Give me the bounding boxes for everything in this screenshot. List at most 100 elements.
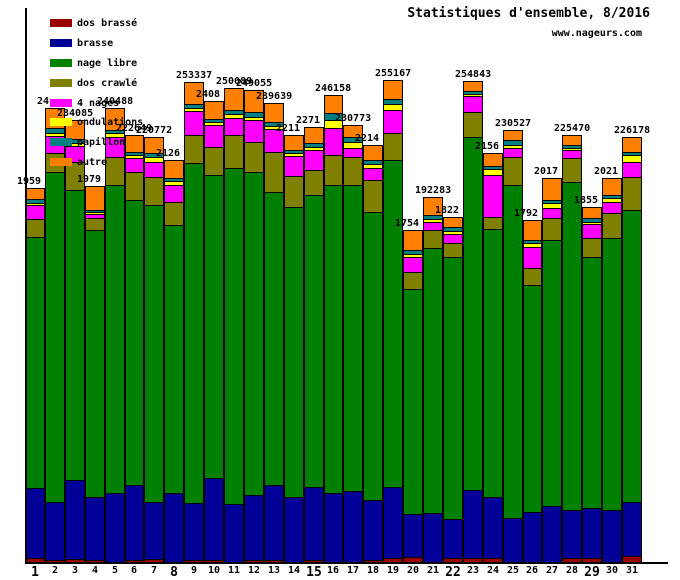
bar-day-12 [244,90,264,562]
segment-nage-libre-day-22 [444,257,462,519]
segment-4-nages-day-17 [344,148,362,157]
segment-dos-crawle-day-28 [563,158,581,182]
segment-ondulations-day-14 [285,153,303,156]
segment-dos-crawle-day-24 [484,217,502,229]
segment-brasse-day-8 [165,493,183,562]
bar-total-label-day-26: 1792 [514,208,539,219]
segment-dos-brasse-day-24 [484,558,502,562]
segment-autre-day-18 [364,145,382,160]
segment-autre-day-23 [464,81,482,91]
bar-day-20 [403,230,423,562]
segment-dos-crawle-day-31 [623,177,641,210]
segment-brasse-day-25 [504,518,522,562]
segment-brasse-day-18 [364,500,382,560]
segment-brasse-day-26 [524,512,541,562]
bar-day-27 [542,178,562,562]
segment-4-nages-day-26 [524,247,541,268]
x-tick-day-4: 4 [91,565,99,576]
segment-4-nages-day-8 [165,185,183,202]
x-tick-day-6: 6 [130,565,138,576]
segment-dos-crawle-day-17 [344,157,362,185]
x-tick-day-21: 21 [426,565,440,576]
segment-4-nages-day-16 [325,128,342,155]
segment-dos-crawle-day-29 [583,238,601,257]
bar-day-24 [483,153,503,562]
segment-nage-libre-day-9 [185,163,203,503]
bar-day-15 [304,127,324,562]
segment-4-nages-day-4 [86,214,104,218]
bar-day-4 [85,186,105,562]
segment-autre-day-30 [603,178,621,195]
bar-day-17 [343,125,363,562]
bar-total-label-day-24: 2156 [475,141,500,152]
x-tick-day-15: 15 [306,565,322,580]
segment-ondulations-day-24 [484,169,502,175]
segment-dos-crawle-day-5 [106,157,124,185]
segment-dos-crawle-day-23 [464,112,482,137]
bar-total-label-day-21: 192283 [415,185,452,196]
segment-autre-day-19 [384,80,402,99]
segment-dos-brasse-day-4 [86,560,104,562]
legend-label-4-nages: 4 nages [77,98,120,109]
segment-nage-libre-day-6 [126,200,143,485]
bar-day-10 [204,101,224,562]
x-tick-day-12: 12 [247,565,261,576]
segment-4-nages-day-7 [145,162,163,177]
segment-4-nages-day-11 [225,118,243,135]
legend-label-brasse: brasse [77,38,114,49]
x-tick-day-16: 16 [326,565,340,576]
bar-day-2 [45,108,65,562]
segment-nage-libre-day-29 [583,257,601,508]
segment-ondulations-day-26 [524,243,541,247]
segment-ondulations-day-31 [623,155,641,162]
legend-label-papillon: papillon [77,137,126,148]
segment-nage-libre-day-10 [205,175,223,478]
segment-ondulations-day-10 [205,122,223,125]
segment-autre-day-4 [86,186,104,210]
segment-4-nages-day-12 [245,120,263,142]
bar-total-label-day-4: 1979 [77,174,102,185]
segment-brasse-day-7 [145,502,163,559]
segment-nage-libre-day-27 [543,240,561,506]
segment-4-nages-day-30 [603,202,621,213]
bar-total-label-day-30: 2021 [594,166,619,177]
segment-4-nages-day-20 [404,257,422,272]
segment-autre-day-31 [623,137,641,152]
segment-brasse-day-16 [325,493,342,562]
segment-papillon-day-30 [603,195,621,198]
y-axis-line [25,8,27,564]
segment-ondulations-day-8 [165,181,183,185]
x-tick-day-17: 17 [346,565,360,576]
segment-autre-day-29 [583,207,601,218]
segment-dos-crawle-day-22 [444,243,462,257]
bar-day-25 [503,130,523,562]
segment-dos-brasse-day-18 [364,560,382,562]
segment-4-nages-day-23 [464,96,482,112]
legend-swatch-4-nages [50,99,72,107]
segment-papillon-day-25 [504,140,522,145]
segment-ondulations-day-16 [325,120,342,128]
bar-total-label-day-10: 2408 [196,89,221,100]
segment-papillon-day-22 [444,227,462,231]
bar-total-label-day-8: 2126 [156,148,181,159]
bar-total-label-day-19: 255167 [375,68,412,79]
segment-dos-crawle-day-13 [265,152,283,192]
segment-ondulations-day-23 [464,94,482,96]
x-tick-day-25: 25 [506,565,520,576]
segment-papillon-day-7 [145,153,163,157]
segment-4-nages-day-5 [106,137,124,157]
segment-ondulations-day-28 [563,148,581,150]
segment-4-nages-day-13 [265,129,283,152]
bar-total-label-day-13: 239639 [256,91,293,102]
segment-ondulations-day-30 [603,198,621,202]
segment-papillon-day-24 [484,166,502,169]
bar-total-label-day-27: 2017 [534,166,559,177]
segment-brasse-day-17 [344,491,362,562]
segment-dos-crawle-day-20 [404,272,422,289]
bar-day-7 [144,137,164,562]
segment-brasse-day-6 [126,485,143,560]
segment-brasse-day-1 [26,488,44,558]
x-tick-day-23: 23 [466,565,480,576]
bar-day-14 [284,135,304,562]
segment-dos-brasse-day-9 [185,560,203,562]
